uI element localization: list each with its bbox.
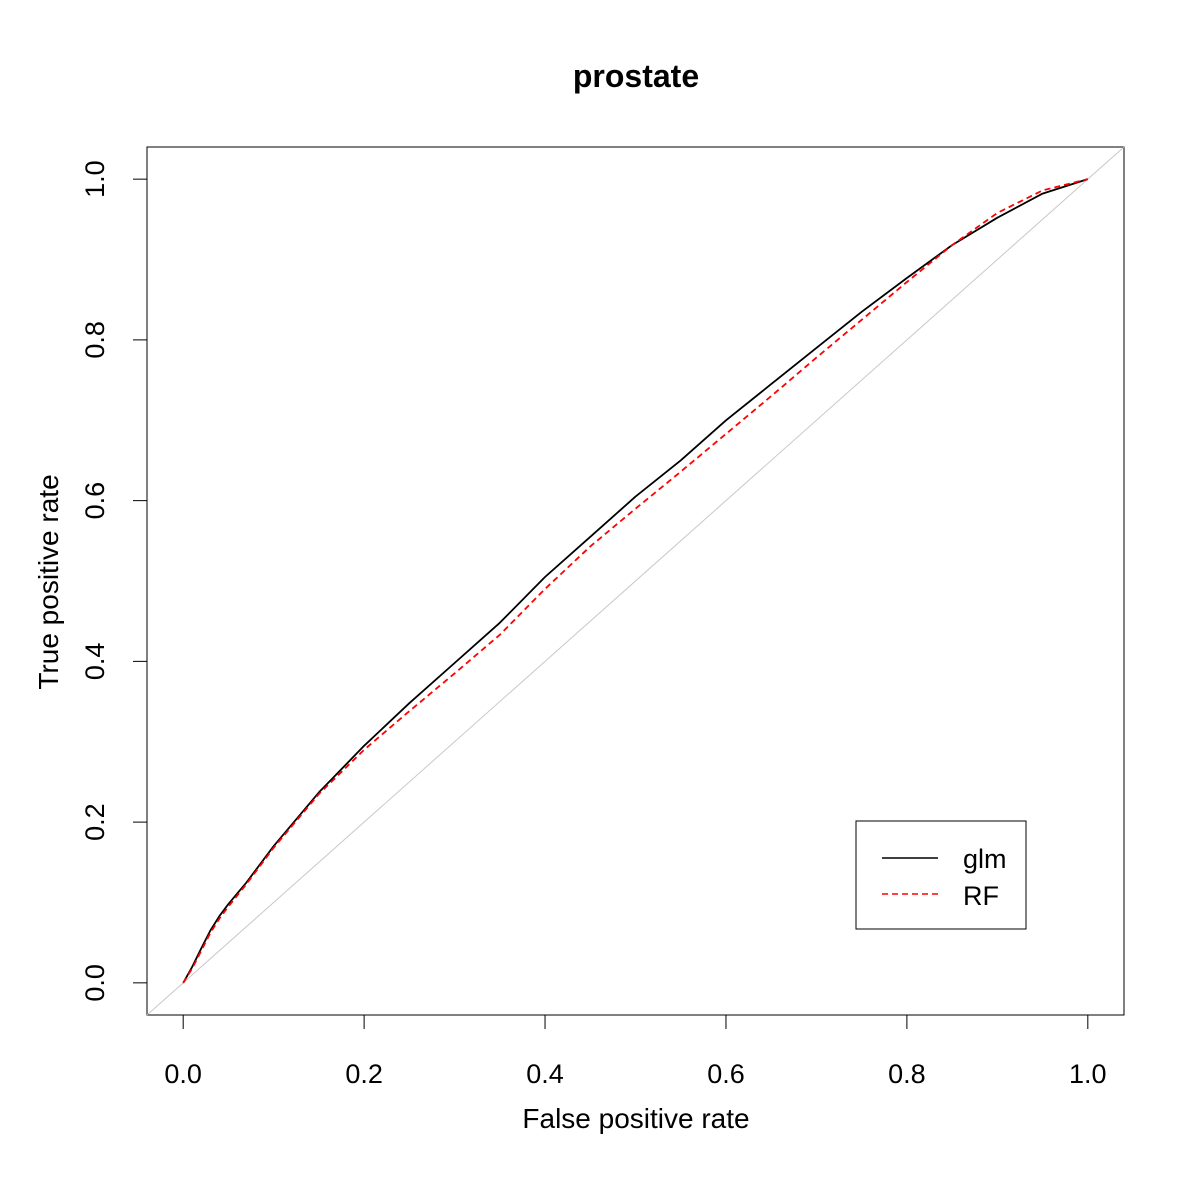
x-tick-label: 0.8 xyxy=(888,1059,926,1089)
y-axis: 0.0 0.2 0.4 0.6 0.8 1.0 xyxy=(80,160,148,1002)
y-tick-label: 0.6 xyxy=(80,482,110,520)
x-tick-label: 1.0 xyxy=(1069,1059,1107,1089)
x-tick-label: 0.2 xyxy=(345,1059,383,1089)
diagonal-reference-line xyxy=(146,146,1125,1016)
x-tick-label: 0.4 xyxy=(526,1059,564,1089)
x-axis-label: False positive rate xyxy=(522,1103,749,1134)
x-axis: 0.0 0.2 0.4 0.6 0.8 1.0 xyxy=(164,1014,1107,1089)
legend-label-rf: RF xyxy=(963,881,999,911)
y-tick-label: 0.2 xyxy=(80,803,110,841)
y-tick-label: 1.0 xyxy=(80,160,110,198)
series-line-rf xyxy=(182,178,1089,984)
y-tick-label: 0.0 xyxy=(80,964,110,1002)
legend-label-glm: glm xyxy=(963,844,1007,874)
chart-title: prostate xyxy=(573,58,699,94)
legend: glm RF xyxy=(855,820,1027,930)
x-tick-label: 0.0 xyxy=(164,1059,202,1089)
legend-box xyxy=(855,820,1027,930)
series-line-glm xyxy=(182,178,1089,984)
y-axis-label: True positive rate xyxy=(33,474,64,689)
y-tick-label: 0.8 xyxy=(80,321,110,359)
y-tick-label: 0.4 xyxy=(80,643,110,681)
x-tick-label: 0.6 xyxy=(707,1059,745,1089)
